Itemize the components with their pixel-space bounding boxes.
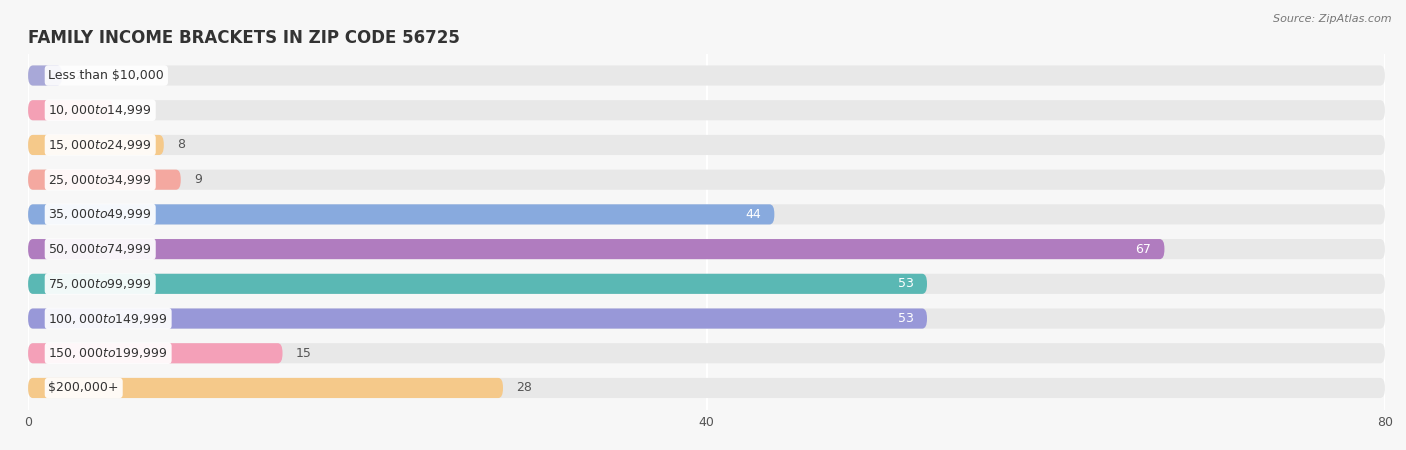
FancyBboxPatch shape (28, 274, 927, 294)
Text: 28: 28 (516, 382, 533, 395)
FancyBboxPatch shape (28, 170, 1385, 190)
Text: $75,000 to $99,999: $75,000 to $99,999 (48, 277, 152, 291)
FancyBboxPatch shape (28, 65, 1385, 86)
Text: 44: 44 (745, 208, 761, 221)
Text: FAMILY INCOME BRACKETS IN ZIP CODE 56725: FAMILY INCOME BRACKETS IN ZIP CODE 56725 (28, 29, 460, 47)
FancyBboxPatch shape (28, 239, 1385, 259)
Text: $150,000 to $199,999: $150,000 to $199,999 (48, 346, 167, 360)
Text: $200,000+: $200,000+ (48, 382, 120, 395)
FancyBboxPatch shape (28, 343, 1385, 363)
FancyBboxPatch shape (28, 100, 112, 120)
FancyBboxPatch shape (28, 204, 1385, 225)
Text: $50,000 to $74,999: $50,000 to $74,999 (48, 242, 152, 256)
FancyBboxPatch shape (28, 308, 927, 328)
Text: 9: 9 (194, 173, 202, 186)
FancyBboxPatch shape (28, 239, 1164, 259)
Text: Less than $10,000: Less than $10,000 (48, 69, 165, 82)
FancyBboxPatch shape (28, 274, 1385, 294)
FancyBboxPatch shape (28, 308, 1385, 328)
Text: $25,000 to $34,999: $25,000 to $34,999 (48, 173, 152, 187)
FancyBboxPatch shape (28, 378, 1385, 398)
FancyBboxPatch shape (28, 135, 165, 155)
Text: $35,000 to $49,999: $35,000 to $49,999 (48, 207, 152, 221)
Text: $15,000 to $24,999: $15,000 to $24,999 (48, 138, 152, 152)
Text: 8: 8 (177, 139, 186, 152)
Text: $10,000 to $14,999: $10,000 to $14,999 (48, 103, 152, 117)
FancyBboxPatch shape (28, 65, 62, 86)
FancyBboxPatch shape (28, 204, 775, 225)
Text: 67: 67 (1135, 243, 1152, 256)
Text: $100,000 to $149,999: $100,000 to $149,999 (48, 311, 167, 325)
FancyBboxPatch shape (28, 378, 503, 398)
Text: 5: 5 (127, 104, 135, 117)
FancyBboxPatch shape (28, 100, 1385, 120)
Text: 53: 53 (897, 312, 914, 325)
FancyBboxPatch shape (28, 343, 283, 363)
Text: 15: 15 (297, 347, 312, 360)
FancyBboxPatch shape (28, 135, 1385, 155)
Text: 2: 2 (76, 69, 83, 82)
FancyBboxPatch shape (28, 170, 181, 190)
Text: 53: 53 (897, 277, 914, 290)
Text: Source: ZipAtlas.com: Source: ZipAtlas.com (1274, 14, 1392, 23)
